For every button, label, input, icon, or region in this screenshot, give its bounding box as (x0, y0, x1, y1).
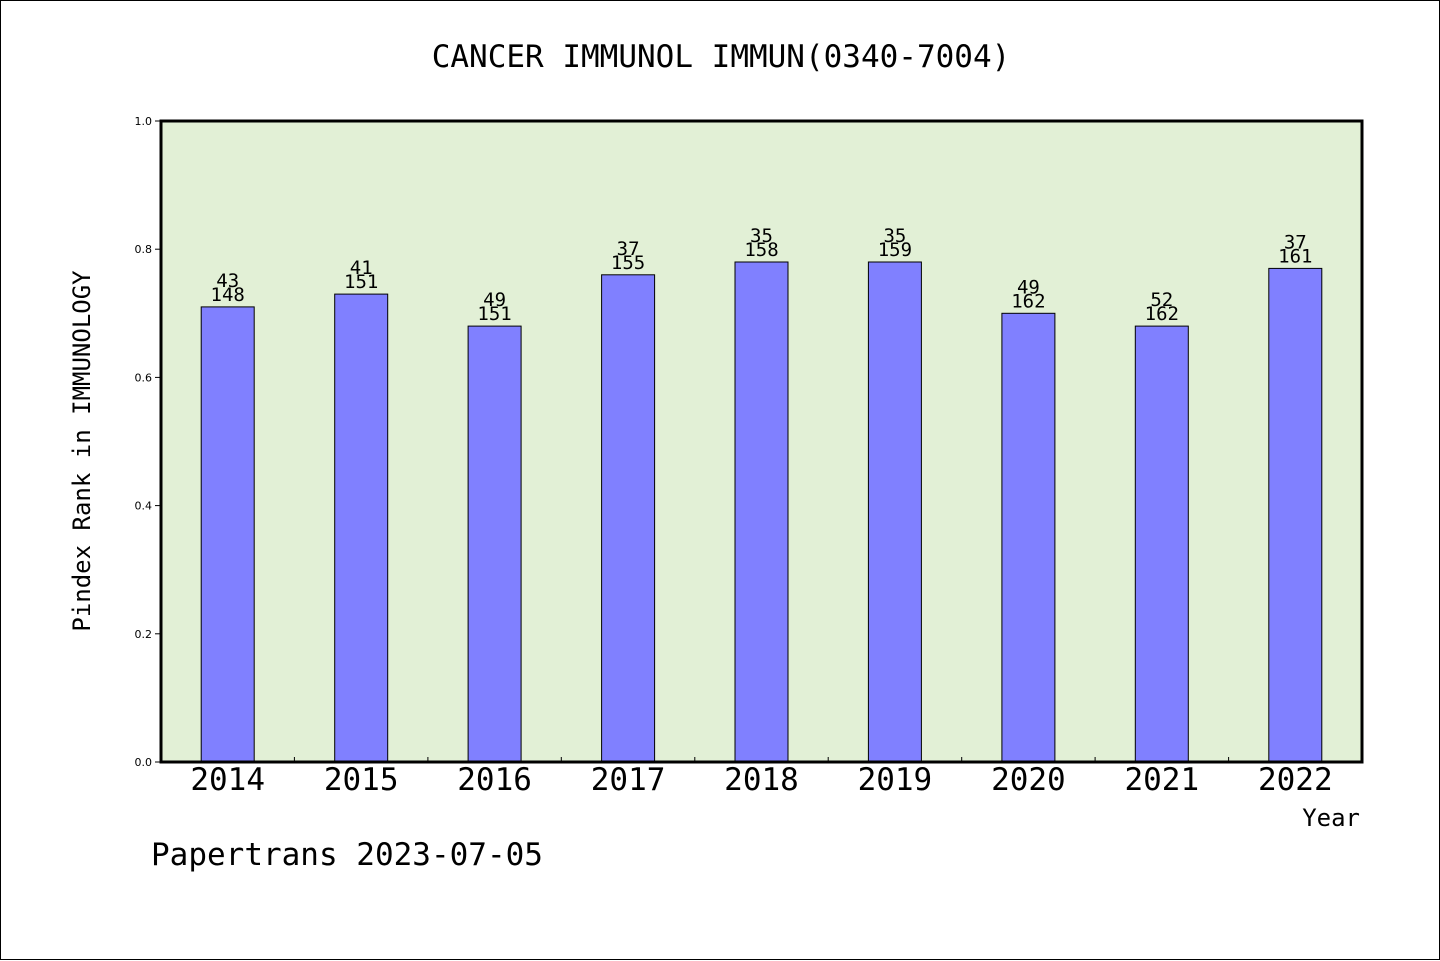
x-tick-label-2014: 2014 (190, 762, 265, 798)
chart-title: CANCER IMMUNOL IMMUN(0340-7004) (432, 39, 1011, 75)
bar-2018 (734, 261, 789, 763)
bar-rank-label-2022: 37 (1284, 231, 1307, 253)
plot-border (159, 119, 1364, 764)
bar-total-label-2022: 161 (1278, 245, 1312, 267)
bar-rank-label-2020: 49 (1017, 276, 1040, 298)
bar-total-label-2014: 148 (211, 284, 245, 306)
bar-total-label-2016: 151 (477, 303, 511, 325)
y-tick-label-1.0: 1.0 (135, 115, 153, 128)
x-axis-label: Year (1302, 804, 1360, 832)
bar-total-label-2019: 159 (878, 239, 912, 261)
bar-rank-label-2021: 52 (1150, 289, 1173, 311)
bar-2020 (1001, 312, 1056, 763)
x-tick-label-2022: 2022 (1258, 762, 1333, 798)
x-tick-label-2016: 2016 (457, 762, 532, 798)
bar-total-label-2018: 158 (744, 239, 778, 261)
bar-2016 (467, 325, 522, 763)
x-tick-label-2018: 2018 (724, 762, 799, 798)
bar-rank-label-2018: 35 (750, 225, 773, 247)
bar-rank-label-2016: 49 (483, 289, 506, 311)
bar-rank-label-2015: 41 (350, 257, 373, 279)
bar-rank-label-2017: 37 (617, 238, 640, 260)
bar-2014 (200, 306, 255, 763)
y-tick-label-0.8: 0.8 (135, 243, 153, 256)
y-tick-label-0.6: 0.6 (135, 371, 153, 384)
x-tick-label-2021: 2021 (1124, 762, 1199, 798)
y-axis: 0.0 0.2 0.4 0.6 0.8 1.0 (135, 115, 161, 769)
bar-2022 (1268, 267, 1323, 763)
bar-total-label-2015: 151 (344, 271, 378, 293)
bar-rank-label-2019: 35 (883, 225, 906, 247)
x-tick-label-2019: 2019 (858, 762, 933, 798)
y-tick-label-0.0: 0.0 (135, 756, 153, 769)
y-axis-label: Pindex Rank in IMMUNOLOGY (68, 270, 96, 632)
y-tick-label-0.2: 0.2 (135, 628, 153, 641)
x-axis: 2014 2015 2016 2017 2018 2019 2020 2021 2022 (190, 757, 1333, 798)
bar-2021 (1134, 325, 1189, 763)
x-tick-label-2015: 2015 (324, 762, 399, 798)
x-tick-label-2017: 2017 (591, 762, 666, 798)
x-tick-label-2020: 2020 (991, 762, 1066, 798)
bars-layer (200, 261, 1323, 763)
bar-total-label-2020: 162 (1011, 290, 1045, 312)
bar-total-label-2021: 162 (1145, 303, 1179, 325)
bar-rank-label-2014: 43 (216, 270, 239, 292)
bar-2015 (334, 293, 389, 763)
bar-2019 (867, 261, 922, 763)
y-tick-label-0.4: 0.4 (135, 500, 153, 513)
bar-2017 (601, 274, 656, 763)
footer-source: Papertrans 2023-07-05 (151, 837, 543, 873)
bar-total-label-2017: 155 (611, 252, 645, 274)
